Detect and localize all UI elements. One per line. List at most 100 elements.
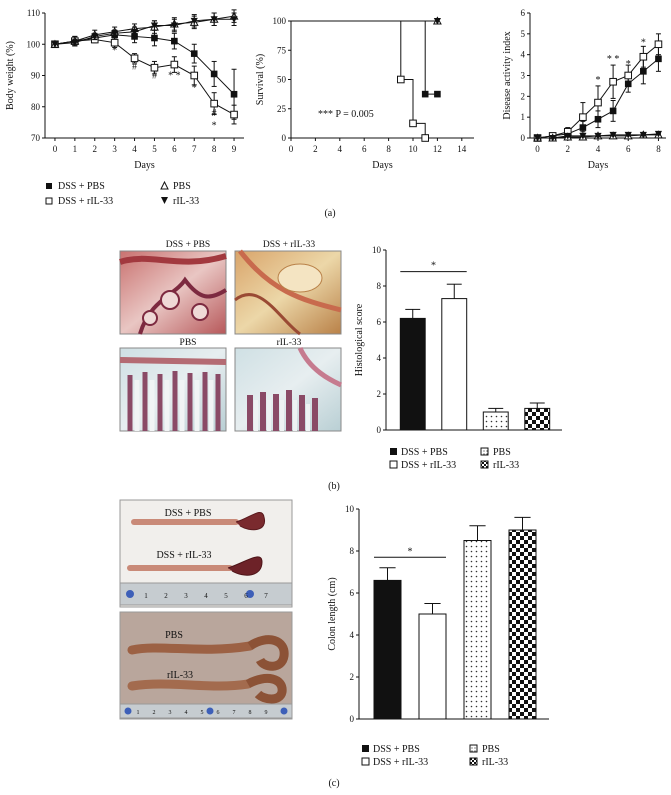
x-tick-label: 3 bbox=[112, 144, 117, 154]
y-tick-label: 90 bbox=[31, 71, 41, 81]
y-tick-label: 50 bbox=[277, 75, 287, 85]
data-point bbox=[190, 71, 199, 80]
legend-c-label-dss-ril33: DSS + rIL-33 bbox=[373, 757, 428, 768]
x-axis-label: Days bbox=[588, 160, 609, 171]
legend-b-marker-dss-pbs bbox=[390, 448, 397, 455]
y-axis-label: Body weight (%) bbox=[5, 41, 16, 110]
x-tick-label: 6 bbox=[626, 144, 631, 154]
y-tick-label: 0 bbox=[521, 133, 526, 143]
x-tick-label: 2 bbox=[93, 144, 98, 154]
significance-marker: * bbox=[641, 37, 646, 48]
series-line bbox=[54, 15, 235, 45]
legend-c-marker-dss-pbs bbox=[362, 745, 369, 752]
histology-image-dss-ril33 bbox=[234, 249, 342, 336]
bar bbox=[399, 317, 426, 431]
ruler-number: 2 bbox=[153, 710, 156, 716]
x-axis-label: Days bbox=[372, 160, 393, 171]
y-tick-label: 8 bbox=[377, 281, 382, 291]
data-point bbox=[71, 39, 79, 47]
legend-label-dss-pbs: DSS + PBS bbox=[58, 181, 105, 192]
x-tick-label: 4 bbox=[596, 144, 601, 154]
y-tick-label: 0 bbox=[350, 714, 355, 724]
survival-step-line bbox=[291, 20, 426, 138]
data-point bbox=[609, 107, 617, 115]
x-tick-label: 7 bbox=[192, 144, 197, 154]
y-tick-label: 70 bbox=[31, 133, 41, 143]
x-tick-label: 5 bbox=[152, 144, 157, 154]
data-point bbox=[549, 135, 557, 142]
significance-marker: * bbox=[112, 46, 117, 57]
y-tick-label: 8 bbox=[350, 546, 355, 556]
data-point bbox=[210, 70, 218, 78]
data-point bbox=[170, 22, 178, 30]
histology-label-pbs: PBS bbox=[180, 338, 197, 348]
y-axis-label: Histological score bbox=[354, 303, 365, 376]
x-tick-label: 12 bbox=[433, 144, 442, 154]
data-point bbox=[51, 41, 59, 48]
colon-photo-top: DSS + PBS DSS + rIL-33 1 2 3 4 5 6 7 bbox=[119, 499, 293, 608]
legend-b-label-dss-pbs: DSS + PBS bbox=[401, 447, 448, 458]
legend-b-marker-pbs bbox=[480, 447, 489, 456]
significance-marker: * bbox=[408, 546, 413, 557]
bar bbox=[463, 540, 492, 720]
colon-photo-bottom: PBS rIL-33 1 2 3 4 5 6 7 8 9 bbox=[119, 611, 293, 720]
x-tick-label: 0 bbox=[53, 144, 58, 154]
ruler-number: 7 bbox=[264, 592, 268, 600]
legend-panel-b: DSS + PBS DSS + rIL-33 PBS rIL-33 bbox=[389, 447, 519, 471]
panel-label-c: (c) bbox=[328, 778, 339, 789]
data-point bbox=[433, 18, 441, 25]
panel-label-b: (b) bbox=[328, 481, 340, 492]
legend-label-pbs: PBS bbox=[173, 181, 191, 192]
y-tick-label: 2 bbox=[350, 672, 355, 682]
y-tick-label: 75 bbox=[277, 45, 287, 55]
legend-marker-ril33 bbox=[161, 197, 168, 204]
x-tick-label: 8 bbox=[212, 144, 217, 154]
x-tick-label: 6 bbox=[172, 144, 177, 154]
legend-b-marker-dss-ril33 bbox=[389, 460, 398, 469]
body-weight-chart: 0 1 2 3 4 5 6 7 8 9 70 80 90 100 110 Days Body weight (%… bbox=[5, 8, 244, 171]
x-tick-label: 6 bbox=[362, 144, 367, 154]
legend-b-label-dss-ril33: DSS + rIL-33 bbox=[401, 460, 456, 471]
legend-b-marker-ril33 bbox=[480, 460, 489, 469]
bar bbox=[524, 407, 551, 431]
x-tick-label: 0 bbox=[289, 144, 294, 154]
series-line bbox=[54, 39, 235, 116]
data-point bbox=[654, 130, 663, 138]
data-point bbox=[624, 71, 633, 80]
data-point bbox=[210, 99, 218, 108]
data-point bbox=[170, 60, 179, 69]
survival-step-line bbox=[291, 20, 438, 95]
y-tick-label: 100 bbox=[273, 16, 287, 26]
histology-label-dss-ril33: DSS + rIL-33 bbox=[263, 240, 316, 250]
bar bbox=[482, 411, 509, 431]
significance-marker: # bbox=[132, 61, 137, 72]
series-line bbox=[54, 18, 235, 45]
data-point bbox=[130, 28, 139, 36]
data-point bbox=[230, 110, 238, 119]
data-point bbox=[150, 22, 159, 30]
y-tick-label: 0 bbox=[377, 425, 382, 435]
x-axis-label: Days bbox=[134, 160, 155, 171]
colon-label-pbs: PBS bbox=[165, 630, 183, 641]
histology-label-dss-pbs: DSS + PBS bbox=[166, 240, 210, 250]
legend-c-label-pbs: PBS bbox=[482, 744, 500, 755]
data-point bbox=[655, 55, 662, 63]
data-point bbox=[130, 54, 139, 63]
significance-marker: * * bbox=[168, 71, 181, 82]
legend-panel-a: DSS + PBS DSS + rIL-33 PBS rIL-33 bbox=[45, 180, 199, 207]
legend-c-label-dss-pbs: DSS + PBS bbox=[373, 744, 420, 755]
p-value-annotation: *** P = 0.005 bbox=[318, 109, 374, 120]
y-axis-label: Survival (%) bbox=[255, 54, 266, 105]
ruler-number: 6 bbox=[217, 710, 220, 716]
data-point bbox=[624, 131, 632, 139]
data-point bbox=[150, 63, 159, 72]
ruler-number: 1 bbox=[144, 592, 148, 600]
ruler-number: 5 bbox=[224, 592, 228, 600]
ruler-number: 2 bbox=[164, 592, 168, 600]
legend-c-marker-ril33 bbox=[469, 757, 478, 766]
x-tick-label: 4 bbox=[132, 144, 137, 154]
legend-b-label-ril33: rIL-33 bbox=[493, 460, 519, 471]
ruler-number: 3 bbox=[184, 592, 188, 600]
data-point bbox=[564, 132, 572, 140]
